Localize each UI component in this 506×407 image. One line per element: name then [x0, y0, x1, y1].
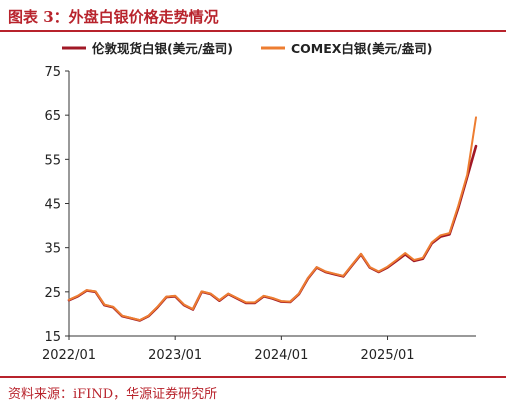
- legend-label-1: 伦敦现货白银(美元/盎司): [92, 41, 233, 56]
- y-tick-label: 25: [44, 286, 61, 301]
- y-tick-label: 65: [44, 109, 61, 124]
- y-tick-label: 55: [44, 153, 61, 168]
- x-tick-label: 2022/01: [42, 348, 96, 363]
- series-line-1: [67, 144, 478, 322]
- series-line-2: [68, 116, 477, 322]
- legend-label-2: COMEX白银(美元/盎司): [291, 41, 432, 56]
- y-tick-label: 35: [44, 242, 61, 257]
- source-rule: [0, 376, 506, 378]
- source-note: 资料来源：iFIND，华源证券研究所: [8, 387, 218, 402]
- x-tick-label: 2025/01: [361, 348, 415, 363]
- chart-legend: 伦敦现货白银(美元/盎司) COMEX白银(美元/盎司): [62, 41, 432, 56]
- figure-title: 图表 3：外盘白银价格走势情况: [8, 8, 219, 26]
- x-tick-label: 2024/01: [254, 348, 308, 363]
- y-tick-label: 45: [44, 198, 61, 213]
- y-tick-label: 15: [44, 330, 61, 345]
- title-rule: [0, 30, 506, 32]
- y-tick-label: 75: [44, 65, 61, 80]
- x-tick-label: 2023/01: [148, 348, 202, 363]
